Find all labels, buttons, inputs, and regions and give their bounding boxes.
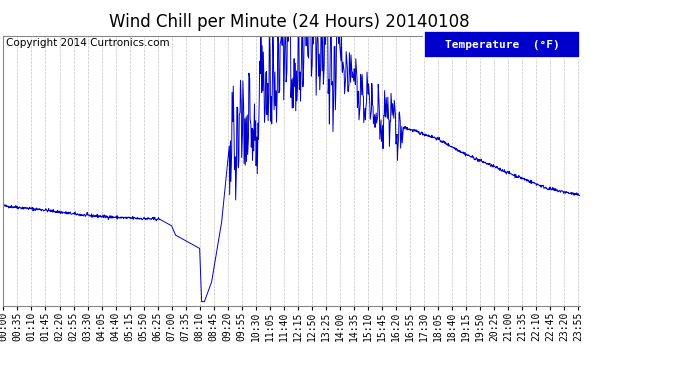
Text: Copyright 2014 Curtronics.com: Copyright 2014 Curtronics.com <box>6 38 169 48</box>
Text: Wind Chill per Minute (24 Hours) 20140108: Wind Chill per Minute (24 Hours) 2014010… <box>110 13 470 31</box>
Text: Temperature  (°F): Temperature (°F) <box>444 40 560 50</box>
